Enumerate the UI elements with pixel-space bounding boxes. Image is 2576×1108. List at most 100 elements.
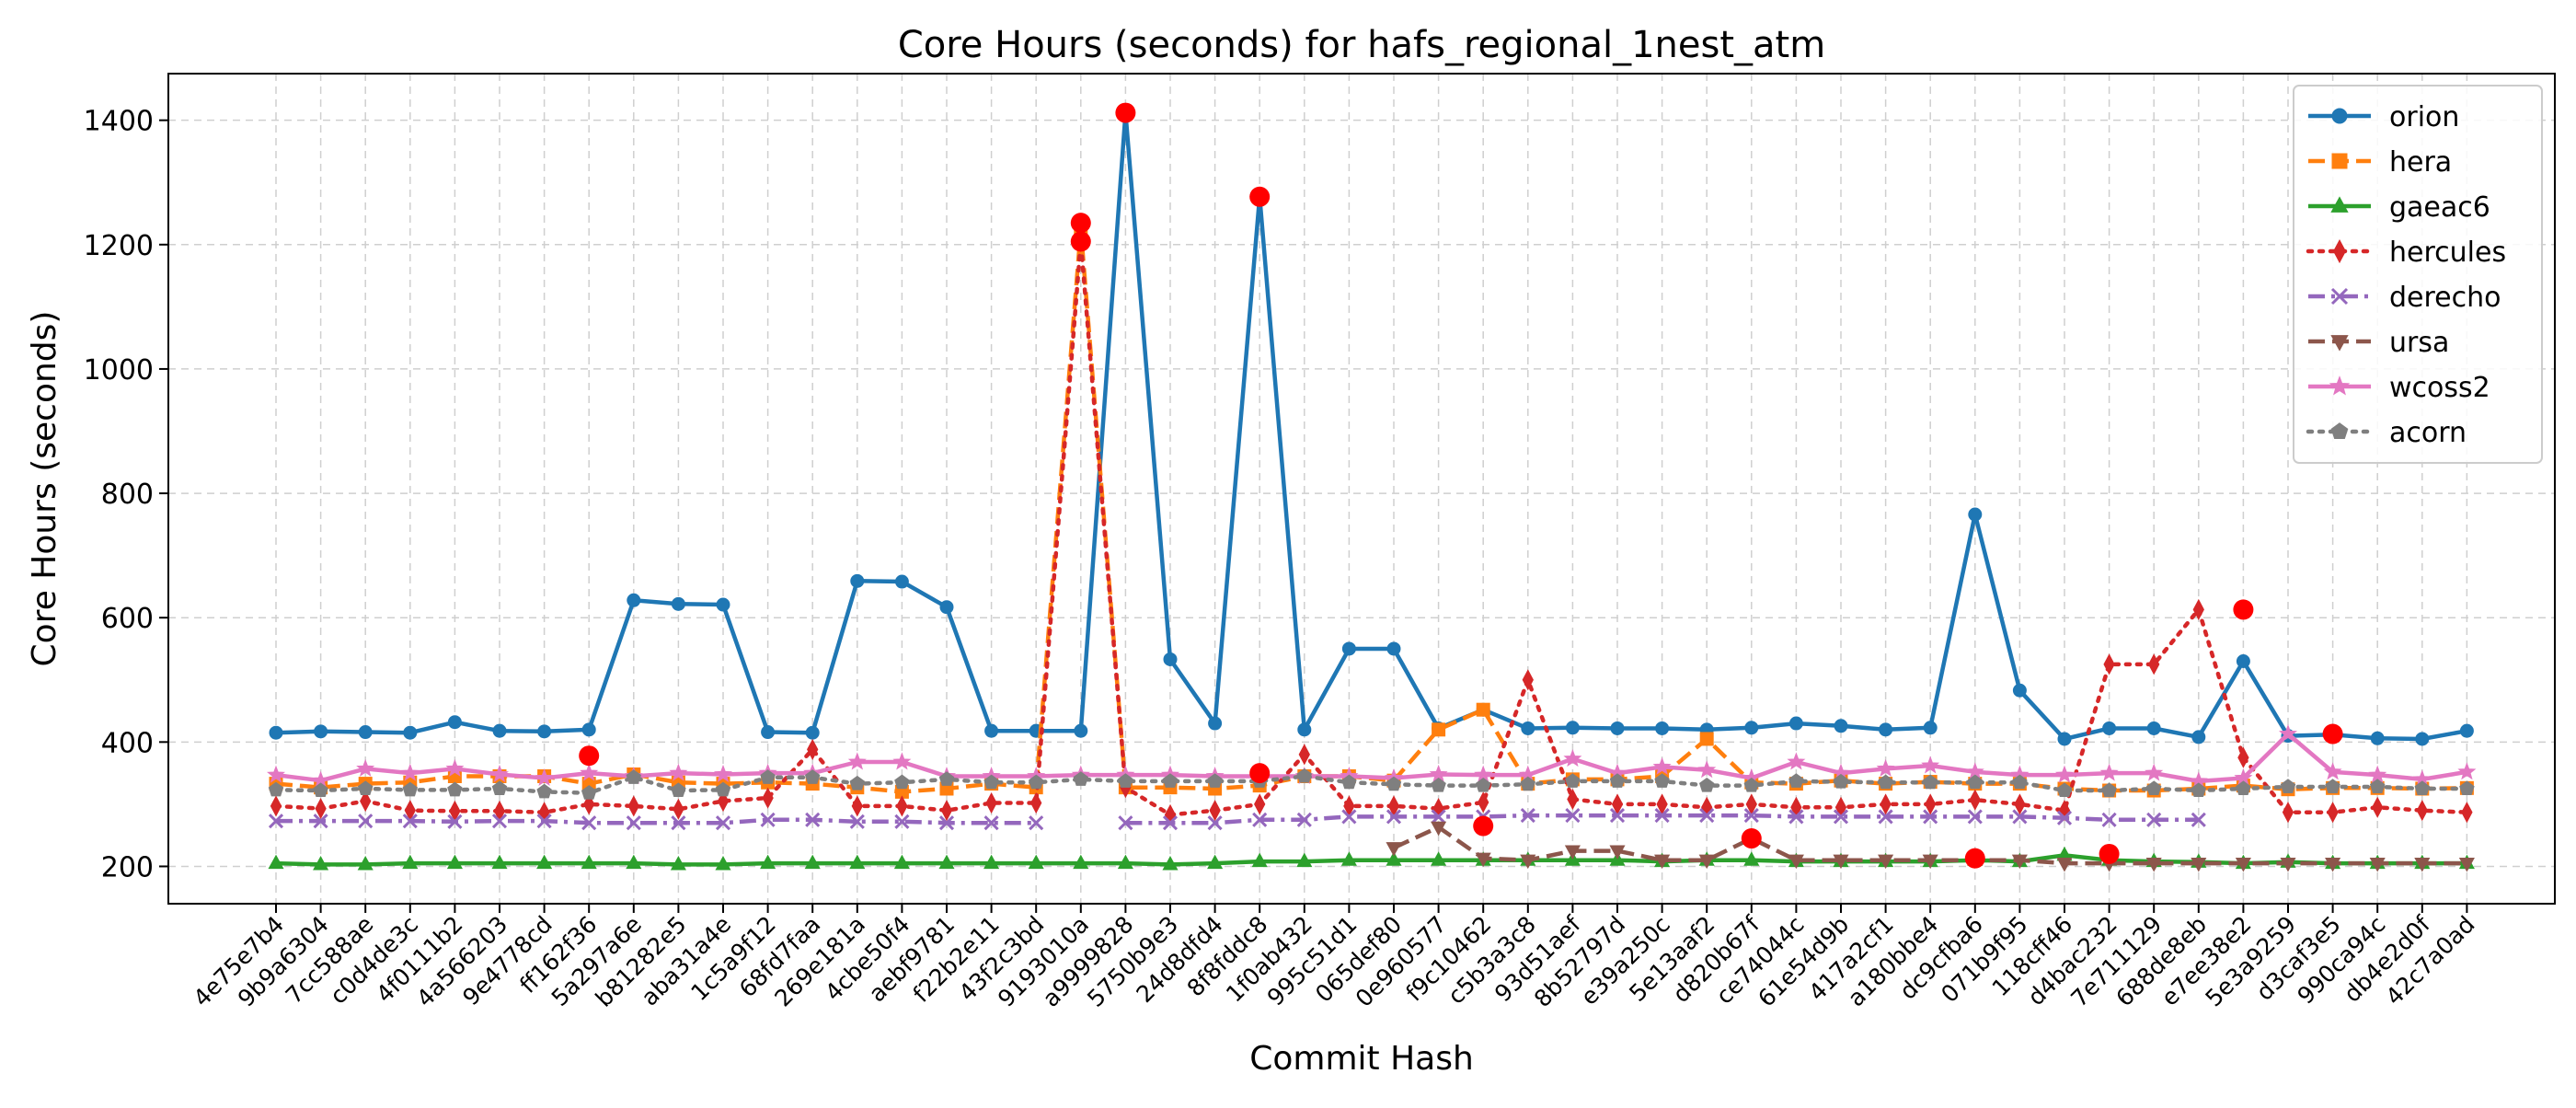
data-point [270,795,282,817]
data-point [1254,793,1266,815]
data-point [1564,845,1581,860]
data-point [2416,800,2428,822]
data-point [760,854,776,870]
legend-marker [2331,108,2348,124]
data-point [760,769,776,784]
data-point [1431,851,1447,866]
data-point [1475,777,1491,792]
data-point [2148,653,2160,675]
data-point [269,725,283,740]
series-acorn [268,768,2475,800]
data-point [1341,774,1357,790]
highlighted-points [579,102,2343,869]
data-point [938,815,955,831]
plot-frame [167,73,2556,905]
data-point [626,815,641,831]
y-axis-label: Core Hours (seconds) [26,311,63,667]
data-point [1610,721,1625,735]
data-point [1655,721,1670,735]
legend-marker [2330,196,2349,213]
data-point [715,815,731,831]
data-point [1431,821,1447,837]
data-point [2459,723,2474,738]
data-point [2099,763,2119,781]
data-point [1521,721,1535,735]
data-point [537,724,552,739]
data-point [1654,773,1670,788]
data-point [627,795,639,817]
highlight-point [1249,186,1271,207]
data-point [2146,812,2162,827]
legend-entry-hercules: hercules [2306,237,2506,269]
legend-label: wcoss2 [2389,372,2490,404]
data-point [892,752,912,770]
data-point [1028,774,1044,790]
data-point [1744,721,1759,735]
y-tick-label: 1000 [84,354,154,387]
data-point [1699,732,1714,746]
data-point [2101,812,2117,827]
data-point [581,815,597,831]
data-point [1969,789,1981,811]
data-point [1565,773,1581,788]
data-point [1878,809,1893,825]
data-point [1833,854,1849,870]
data-point [2369,857,2386,872]
data-point [804,854,821,870]
data-point [1341,809,1357,825]
data-point [1520,776,1536,791]
data-point [1208,716,1223,731]
data-point [1118,815,1133,831]
highlight-point [2099,843,2120,864]
legend-marker [2330,422,2349,439]
data-point [447,781,463,797]
data-point [492,723,507,738]
data-point [1967,774,1984,790]
data-point [358,814,374,829]
data-point [491,780,508,796]
data-point [1698,854,1715,870]
data-point [1386,851,1402,866]
data-point [2327,802,2339,824]
data-point [2459,780,2475,796]
series-line-acorn [273,774,2469,795]
data-point [360,790,372,813]
legend-entry-gaeac6: gaeac6 [2308,191,2490,224]
highlight-point [2322,723,2343,744]
data-point [315,798,327,820]
data-point [1654,854,1671,870]
legend-label: acorn [2389,417,2467,449]
data-point [2372,796,2384,818]
data-point [313,855,329,871]
series-line-wcoss2 [275,732,2467,784]
y-tick-label: 600 [101,603,154,635]
data-point [2011,854,2028,870]
data-point [2057,732,2072,746]
data-point [491,814,508,829]
data-point [2055,765,2074,783]
data-point [1565,807,1581,824]
plot-area [168,74,2555,904]
data-point [1609,773,1626,788]
data-point [2236,653,2250,668]
series-lines [267,106,2477,872]
legend-label: hera [2389,146,2452,179]
data-point [2323,762,2342,780]
data-point [2012,774,2028,790]
data-point [1209,800,1221,822]
data-point [268,781,284,797]
data-point [1921,756,1940,774]
highlight-point [1070,213,1091,234]
data-point [1296,812,1312,827]
data-point [2461,802,2473,824]
data-point [805,725,820,740]
data-point [851,795,863,817]
data-point [2370,731,2385,745]
legend-label: ursa [2389,327,2449,359]
data-point [805,812,821,827]
data-point [1386,641,1401,656]
data-point [580,763,599,781]
data-point [760,812,776,827]
data-point [1876,758,1895,777]
